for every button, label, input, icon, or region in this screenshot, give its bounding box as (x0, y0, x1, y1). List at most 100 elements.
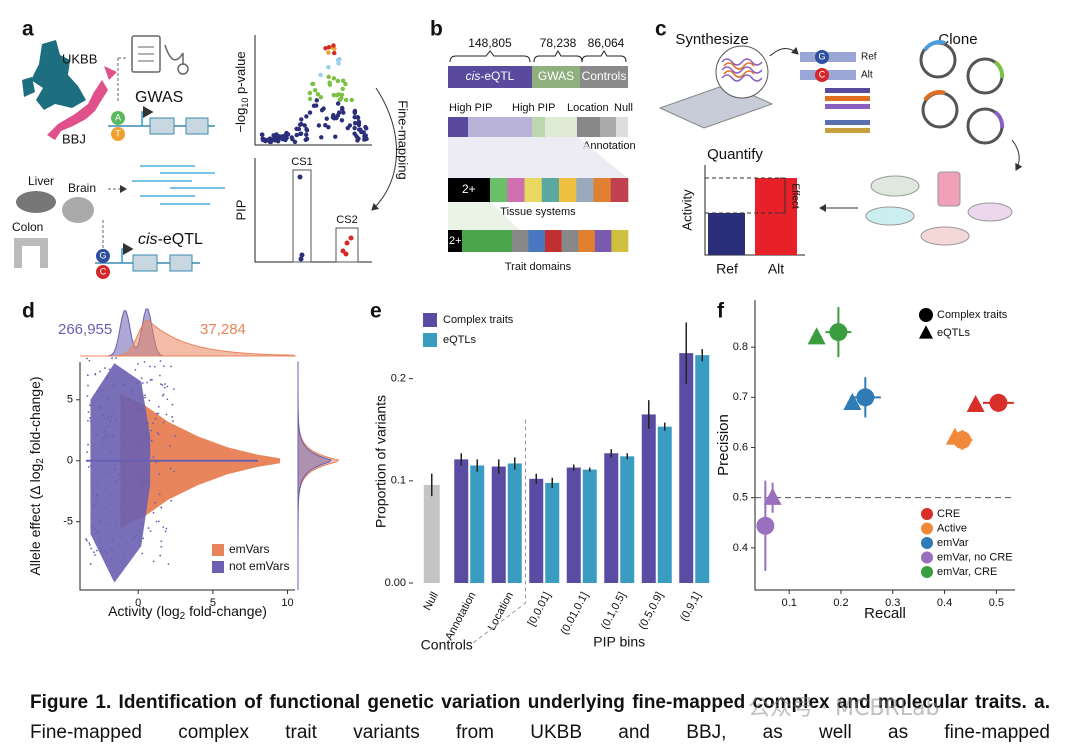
manhattan-dot (298, 131, 303, 137)
density-dot (148, 452, 151, 455)
density-dot (118, 473, 120, 476)
bin-segment (468, 117, 532, 137)
eqtl-label: cis-eQTL (138, 231, 203, 248)
insert (923, 90, 946, 102)
bar (695, 355, 710, 583)
manhattan-dot (331, 43, 336, 48)
bar (566, 467, 581, 583)
point (989, 393, 1008, 412)
density-dot (110, 557, 113, 560)
fine-mapping-label: Fine-mapping (396, 100, 411, 180)
density-dot (113, 468, 116, 471)
step-label: Clone (938, 31, 977, 48)
density-dot (89, 563, 92, 565)
x-tick-label: 0.4 (937, 597, 952, 609)
y-tick-label: -5 (63, 516, 73, 528)
density-dot (86, 451, 89, 453)
legend-label: emVar (937, 537, 969, 549)
text-part: 2 (35, 458, 46, 464)
density-dot (134, 369, 137, 371)
density-dot (111, 357, 113, 360)
density-dot (163, 386, 166, 389)
tissue-segment (448, 178, 490, 202)
credible-set-box (292, 169, 312, 263)
axis (754, 300, 1015, 591)
density-dot (141, 382, 144, 385)
map-japan (104, 66, 117, 80)
density-dot (165, 413, 168, 416)
manhattan-dot (294, 132, 299, 138)
text-part: -eQTL (480, 69, 514, 83)
caption-panel-label: a. (1034, 692, 1051, 713)
density-dot (159, 360, 162, 362)
legend-swatch (921, 522, 933, 535)
segment (593, 178, 612, 202)
density-dot (111, 510, 114, 513)
manhattan-dot (304, 127, 309, 132)
density-dot (145, 432, 148, 435)
density-dot (114, 463, 116, 466)
manhattan-dot (323, 46, 328, 51)
manhattan-dot (352, 115, 357, 120)
axis-label: Precision (715, 414, 732, 476)
oligos (723, 62, 755, 78)
density-dot (89, 404, 91, 407)
legend-swatch (212, 544, 224, 556)
panel-label: e (370, 300, 382, 323)
manhattan-dot (343, 97, 349, 103)
density-dot (105, 377, 108, 379)
segment (578, 230, 596, 252)
bin-label: High PIP (512, 102, 555, 114)
allele-name: Ref (861, 52, 877, 63)
legend-swatch (423, 313, 437, 327)
density-dot (100, 549, 103, 552)
density-dot (133, 536, 136, 539)
density-dot (87, 419, 89, 422)
credible-set-label: CS1 (291, 156, 312, 168)
axis-label: Allele effect (Δ log2 fold-change) (27, 376, 46, 575)
manhattan-dot (356, 136, 361, 141)
count: 78,238 (540, 36, 577, 50)
point (756, 516, 775, 535)
density-dot (156, 431, 159, 434)
manhattan-dot (326, 45, 332, 50)
manhattan-dot (303, 137, 308, 142)
manhattan-dot (277, 134, 282, 139)
density-dot (95, 549, 98, 552)
manhattan-dot (292, 139, 298, 145)
manhattan-dot (330, 115, 336, 120)
bin-segment (600, 117, 616, 137)
density-dot (121, 449, 124, 452)
oligo (825, 128, 870, 133)
density-dot (106, 425, 109, 428)
axis-label: Activity (679, 189, 694, 231)
manhattan-dot (331, 92, 337, 98)
manhattan-dot (352, 110, 358, 116)
source-label: GWAS (538, 69, 574, 83)
manhattan-dot (331, 76, 337, 81)
density-dot (124, 382, 127, 385)
bar (454, 459, 469, 583)
legend-label: Active (937, 522, 967, 534)
allele-circle (96, 265, 110, 279)
manhattan-dot (307, 96, 313, 102)
density-dot (169, 467, 172, 470)
density-dot (162, 393, 165, 396)
x-tick-label: (0.9,1] (678, 590, 703, 623)
density-dot (152, 456, 155, 459)
manhattan-dot (323, 122, 328, 128)
manhattan-dot (302, 123, 307, 128)
segment (478, 230, 496, 252)
density-dot (143, 361, 146, 363)
density-dot (170, 365, 172, 368)
y-tick-label: 0.5 (733, 492, 748, 504)
density-dot (85, 539, 88, 542)
density-dot (136, 407, 139, 410)
tissue: Brain (68, 181, 96, 195)
density-dot (89, 464, 92, 467)
exon (132, 254, 158, 272)
density-dot (110, 415, 113, 418)
insert (993, 60, 1005, 79)
density-dot (174, 435, 177, 438)
density-dot (126, 398, 129, 401)
